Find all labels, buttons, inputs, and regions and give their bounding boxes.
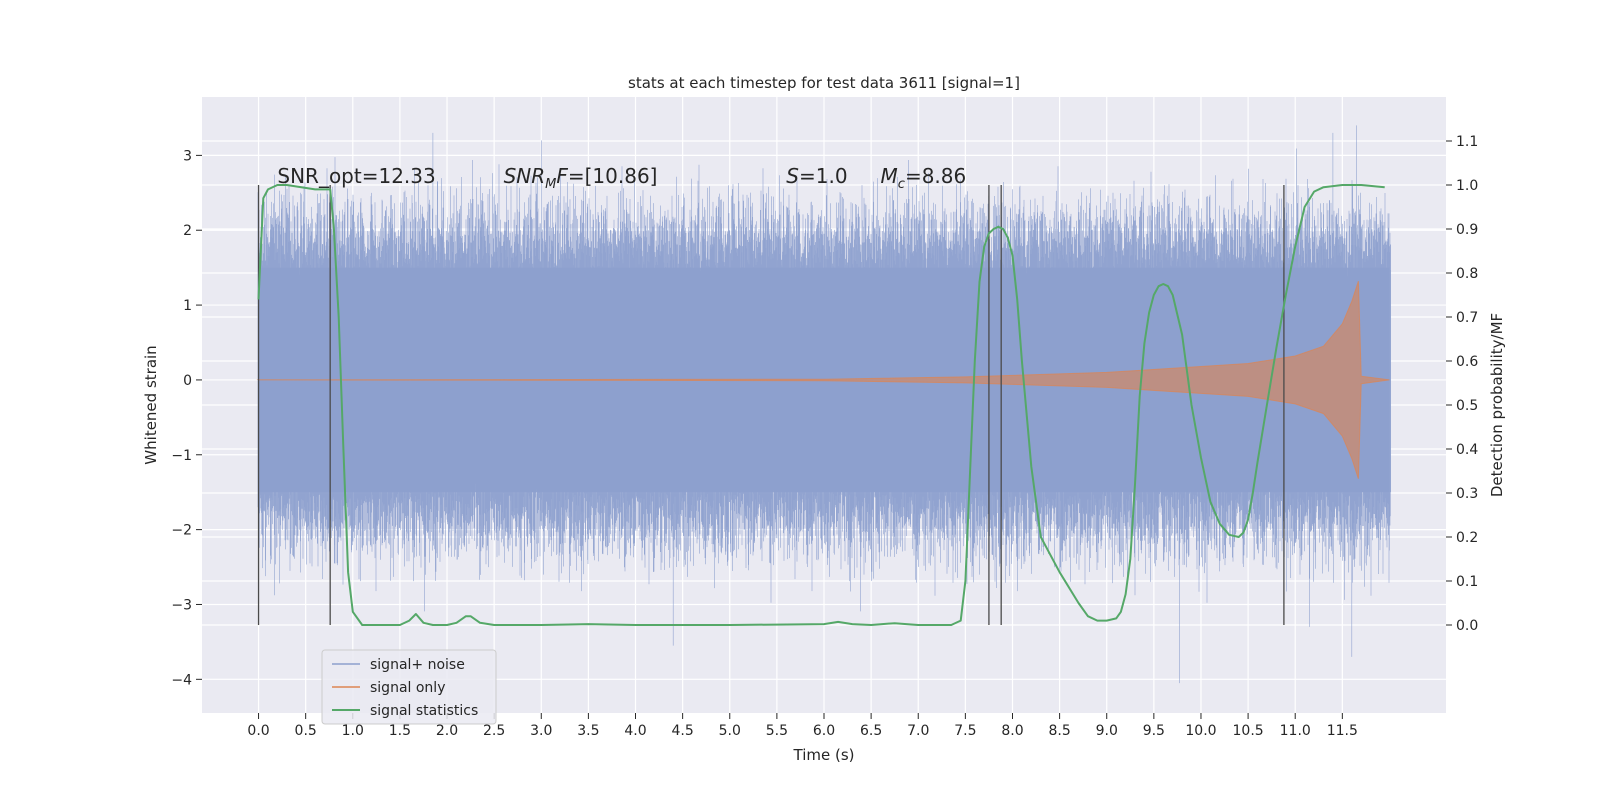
annotation-1: SNRMF=[10.86] [504,164,658,192]
legend-box [321,649,497,725]
x-tick-label: 9.0 [1096,723,1118,739]
annotations: SNR_opt=12.33 SNRMF=[10.86] S=1.0 Mc=8.86 [277,164,966,192]
legend-label-0: signal+ noise [370,657,465,673]
y-tick-label-right: 1.0 [1456,178,1478,194]
x-tick-label: 2.5 [483,723,505,739]
y-tick-label-right: 0.8 [1456,266,1478,282]
y-tick-label-right: 0.4 [1456,442,1478,458]
x-tick-label: 0.5 [295,723,317,739]
x-tick-label: 11.5 [1327,723,1358,739]
y-axis-right-label: Detection probability/MF [1488,313,1506,497]
annotation-3: Mc=8.86 [881,164,967,192]
y-axis-label: Whitened strain [142,345,160,464]
x-tick-label: 5.5 [766,723,788,739]
y-axis-left-ticks: 3 2 1 0 −1 −2 −3 −4 [171,148,202,688]
y-tick-label-right: 1.1 [1456,134,1478,150]
x-tick-label: 1.5 [389,723,411,739]
vertical-markers [257,185,1285,625]
chart-title: stats at each timestep for test data 361… [628,74,1020,92]
x-tick-label: 3.0 [530,723,552,739]
x-tick-label: 10.0 [1185,723,1216,739]
y-tick-label-right: 0.2 [1456,530,1478,546]
y-tick-label-left: 1 [183,298,192,314]
legend-label-1: signal only [370,680,445,696]
x-tick-label: 9.5 [1143,723,1165,739]
annotation-2: S=1.0 [786,164,847,188]
y-tick-label-right: 0.9 [1456,222,1478,238]
x-tick-label: 1.0 [342,723,364,739]
y-tick-label-right: 0.6 [1456,354,1478,370]
y-tick-label-left: 0 [183,373,192,389]
x-axis-label: Time (s) [793,746,855,764]
plot-content [256,125,1391,684]
x-tick-label: 7.5 [954,723,976,739]
x-tick-label: 7.0 [907,723,929,739]
x-tick-label: 6.5 [860,723,882,739]
series-signal-statistics [257,184,1385,626]
x-tick-label: 8.0 [1001,723,1023,739]
y-tick-label-left: −1 [171,448,192,464]
x-tick-label: 10.5 [1233,723,1264,739]
y-tick-label-left: −2 [171,523,192,539]
x-tick-label: 11.0 [1280,723,1311,739]
series-signal-only [256,280,1390,479]
y-tick-label-right: 0.3 [1456,486,1478,502]
x-tick-label: 4.5 [672,723,694,739]
y-tick-label-left: −3 [171,597,192,613]
y-tick-label-left: 3 [183,148,192,164]
legend-label-2: signal statistics [370,703,478,719]
x-tick-label: 3.5 [577,723,599,739]
annotation-0: SNR_opt=12.33 [277,164,435,188]
y-tick-label-right: 0.7 [1456,310,1478,326]
x-tick-label: 6.0 [813,723,835,739]
y-tick-label-right: 0.1 [1456,574,1478,590]
legend: signal+ noise signal only signal statistic… [321,649,497,725]
y-tick-label-right: 0.5 [1456,398,1478,414]
y-tick-label-left: 2 [183,223,192,239]
x-tick-label: 5.0 [719,723,741,739]
x-tick-label: 8.5 [1048,723,1070,739]
x-tick-label: 2.0 [436,723,458,739]
x-tick-label: 0.0 [247,723,269,739]
x-axis-ticks: 0.0 0.5 1.0 1.5 2.0 2.5 3.0 3.5 4.0 4.5 5.0 5.5 6.0 6… [247,713,1358,739]
y-tick-label-right: 0.0 [1456,618,1478,634]
x-tick-label: 4.0 [624,723,646,739]
y-axis-right-ticks: 1.1 1.0 0.9 0.8 0.7 0.6 0.5 0.4 0.3 0.2 0.1 0.0 [1446,134,1478,634]
y-tick-label-left: −4 [171,672,192,688]
